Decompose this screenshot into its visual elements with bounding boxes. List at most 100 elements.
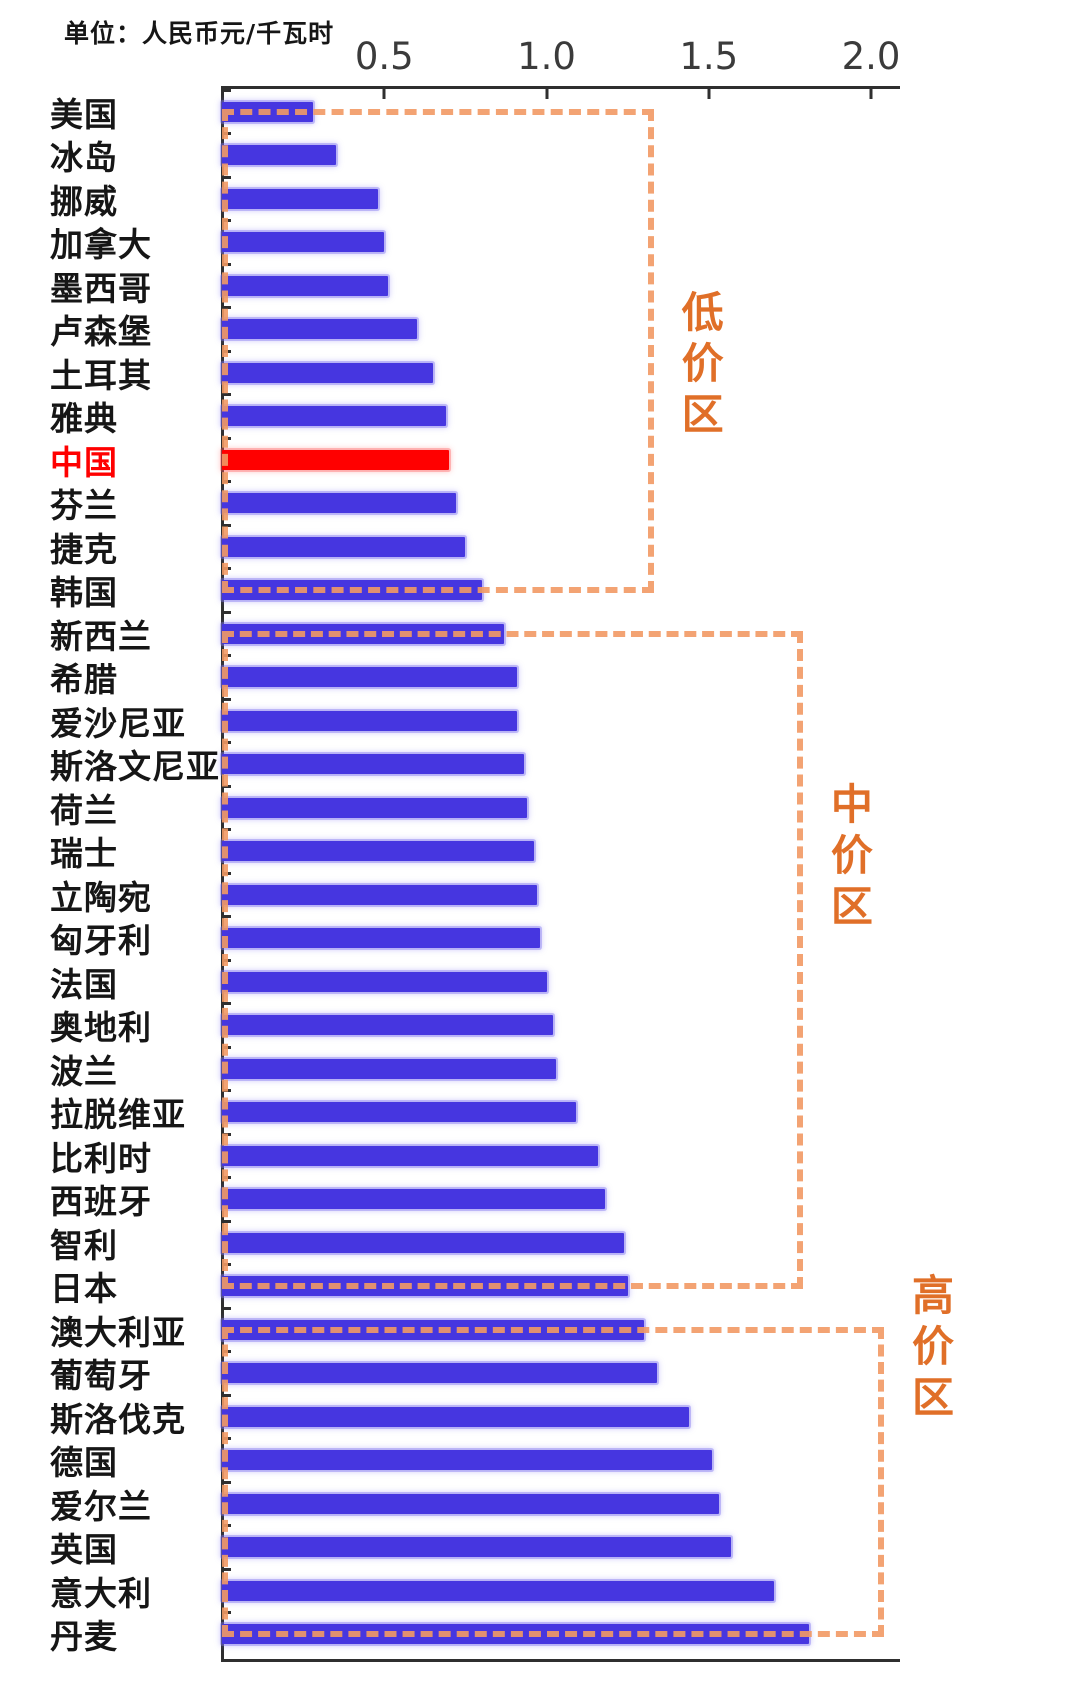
country-label: 荷兰	[50, 790, 118, 830]
country-bar	[222, 1450, 713, 1471]
country-bar	[222, 1145, 599, 1166]
country-bar	[222, 667, 518, 688]
bar-row: 澳大利亚	[0, 1306, 897, 1352]
country-bar	[222, 536, 466, 557]
country-label: 澳大利亚	[50, 1312, 186, 1352]
country-bar	[222, 841, 534, 862]
country-label: 冰岛	[50, 138, 118, 178]
x-axis-tick	[545, 89, 549, 99]
x-axis-line	[221, 86, 900, 89]
country-label: 雅典	[50, 399, 118, 439]
country-label: 爱尔兰	[50, 1486, 152, 1526]
country-bar	[222, 449, 450, 470]
bottom-axis-line	[221, 1659, 900, 1662]
bar-track	[222, 567, 897, 613]
country-bar	[222, 797, 528, 818]
country-label: 捷克	[50, 529, 118, 569]
bar-row: 拉脱维亚	[0, 1089, 897, 1135]
bar-row: 捷克	[0, 523, 897, 569]
country-bar	[222, 1493, 719, 1514]
bar-row: 韩国	[0, 567, 897, 613]
country-label: 丹麦	[50, 1617, 118, 1657]
country-label: 比利时	[50, 1138, 152, 1178]
bar-track	[222, 1263, 897, 1309]
bar-track	[222, 741, 897, 787]
country-bar	[222, 1580, 774, 1601]
bar-row: 爱沙尼亚	[0, 697, 897, 743]
country-label: 卢森堡	[50, 312, 152, 352]
bar-track	[222, 784, 897, 830]
bar-track	[222, 1176, 897, 1222]
x-axis-tick-label: 1.0	[517, 35, 576, 78]
bar-track	[222, 1611, 897, 1657]
country-label: 英国	[50, 1530, 118, 1570]
country-bar	[222, 623, 505, 644]
bar-track	[222, 1132, 897, 1178]
bar-row: 丹麦	[0, 1611, 897, 1657]
bar-row: 葡萄牙	[0, 1350, 897, 1395]
bar-track	[222, 480, 897, 526]
bar-track	[222, 697, 897, 743]
country-bar	[222, 884, 537, 905]
country-bar	[222, 1102, 576, 1123]
bar-track	[222, 306, 897, 352]
country-label: 意大利	[50, 1573, 152, 1613]
unit-label: 单位：人民币元/千瓦时	[64, 19, 335, 48]
bar-track	[222, 1306, 897, 1352]
bar-track	[222, 828, 897, 874]
country-label: 美国	[50, 94, 118, 134]
bar-track	[222, 262, 897, 308]
bar-track	[222, 175, 897, 221]
country-label: 德国	[50, 1443, 118, 1483]
country-label: 墨西哥	[50, 268, 152, 308]
country-bar	[222, 971, 547, 992]
bar-row: 意大利	[0, 1567, 897, 1613]
country-bar	[222, 754, 524, 775]
bar-row: 卢森堡	[0, 306, 897, 352]
country-bar	[222, 1015, 553, 1036]
country-label: 智利	[50, 1225, 118, 1265]
country-label: 挪威	[50, 181, 118, 221]
bar-row: 波兰	[0, 1045, 897, 1091]
country-label: 芬兰	[50, 486, 118, 526]
bar-row: 奥地利	[0, 1002, 897, 1047]
country-label: 瑞士	[50, 834, 118, 874]
zone-label-char: 区	[912, 1373, 955, 1423]
bar-row: 希腊	[0, 654, 897, 700]
country-bar	[222, 362, 433, 383]
bar-row: 土耳其	[0, 349, 897, 395]
country-label: 法国	[50, 964, 118, 1004]
x-axis-tick-label: 2.0	[841, 35, 901, 78]
bar-track	[222, 132, 897, 178]
bar-row: 智利	[0, 1219, 897, 1265]
country-label: 拉脱维亚	[50, 1095, 186, 1135]
country-bar	[222, 232, 385, 253]
x-axis-tick-label: 0.5	[354, 35, 414, 78]
country-bar	[222, 1537, 732, 1558]
bar-track	[222, 88, 897, 134]
bar-row: 挪威	[0, 175, 897, 221]
country-label: 爱沙尼亚	[50, 703, 186, 743]
bar-track	[222, 1567, 897, 1613]
bar-track	[222, 1219, 897, 1265]
bar-row: 冰岛	[0, 132, 897, 178]
country-bar	[222, 145, 336, 166]
country-bar	[222, 1406, 690, 1427]
bar-row: 斯洛伐克	[0, 1393, 897, 1439]
bar-row: 日本	[0, 1263, 897, 1309]
x-axis-tick	[869, 89, 873, 99]
bar-track	[222, 219, 897, 265]
bar-row: 斯洛文尼亚	[0, 741, 897, 787]
country-label: 加拿大	[50, 225, 152, 265]
bar-track	[222, 958, 897, 1004]
country-label: 希腊	[50, 660, 118, 700]
country-bar	[222, 1319, 644, 1340]
bar-row: 美国	[0, 88, 897, 134]
bar-row: 比利时	[0, 1132, 897, 1178]
bar-row: 西班牙	[0, 1176, 897, 1222]
bar-track	[222, 1089, 897, 1135]
country-label: 土耳其	[50, 355, 152, 395]
country-bar	[222, 1189, 605, 1210]
bar-row: 瑞士	[0, 828, 897, 874]
